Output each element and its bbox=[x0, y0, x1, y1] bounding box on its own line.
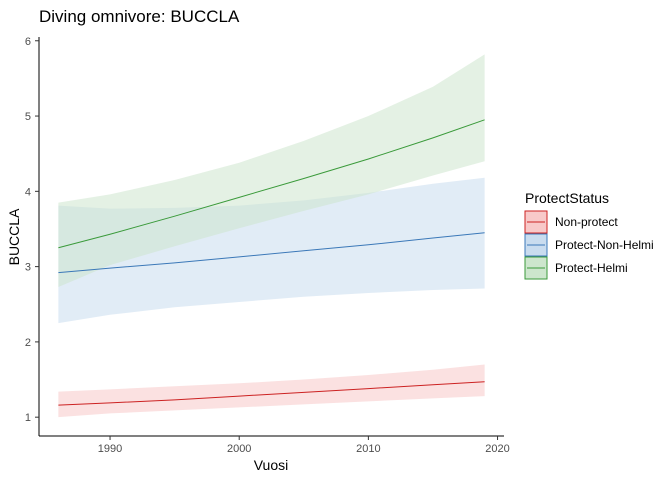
legend: ProtectStatus Non-protect Protect-Non-Hel… bbox=[524, 190, 654, 280]
y-tick-label: 6 bbox=[25, 36, 31, 48]
confidence-bands bbox=[58, 54, 485, 418]
series-lines bbox=[58, 119, 485, 406]
legend-title: ProtectStatus bbox=[525, 190, 609, 206]
chart-title: Diving omnivore: BUCCLA bbox=[39, 7, 240, 26]
x-axis-title: Vuosi bbox=[254, 457, 289, 473]
legend-item-protect-helmi: Protect-Helmi bbox=[524, 256, 628, 280]
y-tick-label: 1 bbox=[25, 412, 31, 424]
x-tick-label: 2010 bbox=[356, 443, 380, 455]
x-axis-ticks: 1990 2000 2010 2020 bbox=[98, 436, 510, 455]
y-tick-label: 5 bbox=[25, 111, 31, 123]
band-non-protect bbox=[58, 364, 485, 418]
line-non-protect bbox=[58, 381, 485, 406]
legend-label: Non-protect bbox=[555, 215, 618, 229]
x-tick-label: 1990 bbox=[98, 443, 122, 455]
y-tick-label: 4 bbox=[25, 186, 31, 198]
x-tick-label: 2000 bbox=[227, 443, 251, 455]
legend-item-non-protect: Non-protect bbox=[524, 210, 618, 234]
legend-label: Protect-Helmi bbox=[555, 261, 628, 275]
y-tick-label: 3 bbox=[25, 262, 31, 274]
line-protect-helmi bbox=[58, 119, 485, 249]
legend-item-protect-non-helmi: Protect-Non-Helmi bbox=[524, 233, 654, 257]
y-axis-ticks: 1 2 3 4 5 6 bbox=[25, 36, 39, 424]
y-tick-label: 2 bbox=[25, 337, 31, 349]
band-protect-helmi bbox=[58, 54, 485, 287]
line-protect-non-helmi bbox=[58, 232, 485, 274]
y-axis-title: BUCCLA bbox=[6, 208, 22, 265]
legend-label: Protect-Non-Helmi bbox=[555, 238, 654, 252]
x-tick-label: 2020 bbox=[485, 443, 509, 455]
